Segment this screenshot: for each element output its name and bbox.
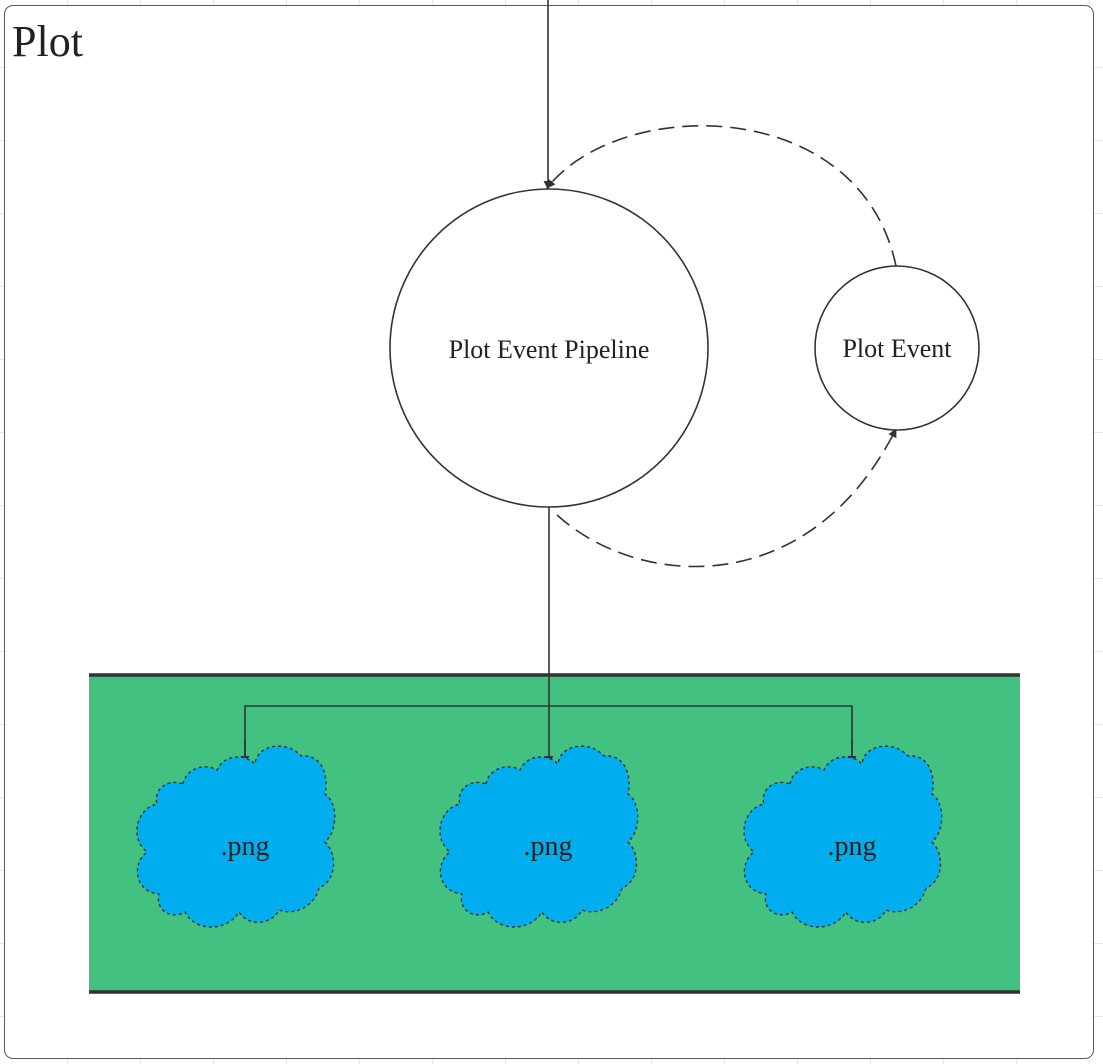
pipeline-node-label: Plot Event Pipeline <box>449 335 650 364</box>
output-cloud-left-label: .png <box>221 831 270 862</box>
output-cloud-right-label: .png <box>828 831 877 862</box>
plot-container-title: Plot <box>12 17 83 66</box>
output-distribution-bus[interactable] <box>244 705 853 764</box>
event-node[interactable]: Plot Event <box>814 265 980 431</box>
event-node-label: Plot Event <box>842 334 952 363</box>
pipeline-node[interactable]: Plot Event Pipeline <box>389 188 709 508</box>
output-cloud-left[interactable]: .png <box>136 745 336 928</box>
event-to-pipeline-arrow[interactable] <box>546 125 897 267</box>
output-cloud-right[interactable]: .png <box>743 745 943 928</box>
output-cloud-center-label: .png <box>524 831 573 862</box>
output-cloud-center[interactable]: .png <box>439 745 639 928</box>
pipeline-to-event-arrow[interactable] <box>556 428 897 568</box>
event-node-circle <box>814 265 980 431</box>
